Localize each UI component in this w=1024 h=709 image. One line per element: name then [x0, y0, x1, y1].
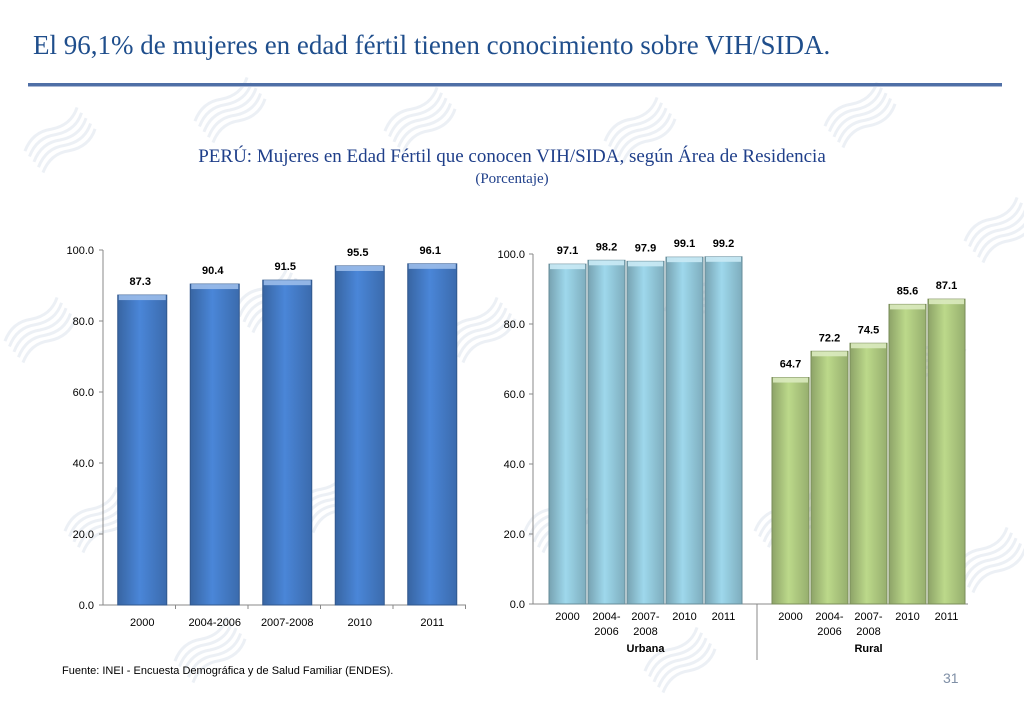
bar	[262, 279, 313, 606]
x-tick-label: 2000	[555, 611, 579, 623]
bar	[810, 350, 849, 605]
data-label: 95.5	[347, 247, 368, 259]
bar-cap	[929, 299, 964, 305]
bar	[548, 263, 587, 605]
source-note: Fuente: INEI - Encuesta Demográfica y de…	[62, 665, 394, 677]
y-tick-label: 100.0	[66, 245, 94, 257]
bar	[849, 342, 888, 605]
bar-cap	[812, 351, 847, 357]
bar	[189, 283, 240, 606]
bar-cap	[851, 343, 886, 349]
x-tick-label: 2000	[130, 617, 154, 629]
bar	[117, 294, 168, 606]
x-tick-label: 2010	[348, 617, 372, 629]
chart-title: PERÚ: Mujeres en Edad Fértil que conocen…	[198, 146, 826, 167]
y-tick-label: 40.0	[73, 458, 94, 470]
x-tick-label: 2010	[895, 611, 919, 623]
bar	[927, 298, 966, 605]
y-tick-label: 40.0	[504, 459, 525, 471]
inei-logo-mark	[383, 86, 457, 154]
x-tick-label: 2006	[817, 626, 841, 638]
bar	[626, 260, 665, 605]
page-number: 31	[943, 670, 959, 686]
bar	[334, 265, 385, 606]
bar-cap	[263, 280, 311, 286]
data-label: 96.1	[420, 245, 441, 257]
x-tick-label: 2008	[633, 626, 657, 638]
y-tick-label: 0.0	[510, 599, 525, 611]
x-tick-label: 2006	[594, 626, 618, 638]
bar-cap	[667, 257, 702, 263]
x-tick-label: 2011	[935, 611, 959, 623]
y-tick-label: 20.0	[504, 529, 525, 541]
inei-logo-mark	[603, 96, 677, 164]
title-divider	[28, 83, 1002, 87]
y-tick-label: 20.0	[73, 529, 94, 541]
data-label: 97.1	[557, 245, 578, 257]
bar-cap	[628, 261, 663, 267]
bar-cap	[773, 377, 808, 383]
bar-cap	[118, 295, 166, 301]
y-tick-label: 0.0	[79, 600, 94, 612]
group-label: Urbana	[627, 643, 666, 655]
x-tick-label: 2007-	[631, 611, 659, 623]
data-label: 97.9	[635, 242, 656, 254]
data-label: 72.2	[819, 332, 840, 344]
x-tick-label: 2008	[856, 626, 880, 638]
inei-logo-mark	[173, 616, 247, 684]
bar-cap	[408, 263, 456, 269]
data-label: 99.2	[713, 238, 734, 250]
inei-logo-mark	[3, 296, 77, 364]
inei-logo-mark	[963, 196, 1024, 264]
data-label: 91.5	[275, 261, 296, 273]
x-tick-label: 2004-2006	[188, 617, 241, 629]
y-tick-label: 80.0	[504, 319, 525, 331]
inei-logo-mark	[823, 81, 897, 149]
y-tick-label: 100.0	[497, 249, 525, 261]
x-tick-label: 2007-	[854, 611, 882, 623]
chart-subtitle: (Porcentaje)	[475, 171, 549, 187]
slide-title: El 96,1% de mujeres en edad fértil tiene…	[33, 30, 831, 60]
bar-cap	[589, 260, 624, 266]
bar	[587, 259, 626, 605]
bar-cap	[890, 304, 925, 310]
bar	[665, 256, 704, 605]
x-tick-label: 2010	[672, 611, 696, 623]
inei-logo-mark	[643, 626, 717, 694]
group-label: Rural	[854, 643, 882, 655]
data-label: 85.6	[897, 285, 918, 297]
bar	[407, 263, 458, 606]
data-label: 99.1	[674, 238, 695, 250]
x-tick-label: 2000	[778, 611, 802, 623]
inei-logo-mark	[23, 106, 97, 174]
x-tick-label: 2004-	[815, 611, 843, 623]
x-tick-label: 2007-2008	[261, 617, 314, 629]
data-label: 64.7	[780, 359, 801, 371]
x-tick-label: 2011	[712, 611, 736, 623]
x-tick-label: 2004-	[592, 611, 620, 623]
data-label: 90.4	[202, 265, 224, 277]
data-label: 87.3	[130, 276, 151, 288]
bar-cap	[706, 256, 741, 262]
y-tick-label: 60.0	[73, 387, 94, 399]
bar-cap	[191, 284, 239, 290]
bar	[704, 256, 743, 605]
data-label: 74.5	[858, 324, 879, 336]
bar	[771, 377, 810, 605]
bar	[888, 303, 927, 605]
data-label: 87.1	[936, 280, 957, 292]
data-label: 98.2	[596, 241, 617, 253]
bar-cap	[336, 265, 384, 271]
bar-cap	[550, 264, 585, 270]
x-tick-label: 2011	[420, 617, 444, 629]
y-tick-label: 80.0	[73, 316, 94, 328]
y-tick-label: 60.0	[504, 389, 525, 401]
